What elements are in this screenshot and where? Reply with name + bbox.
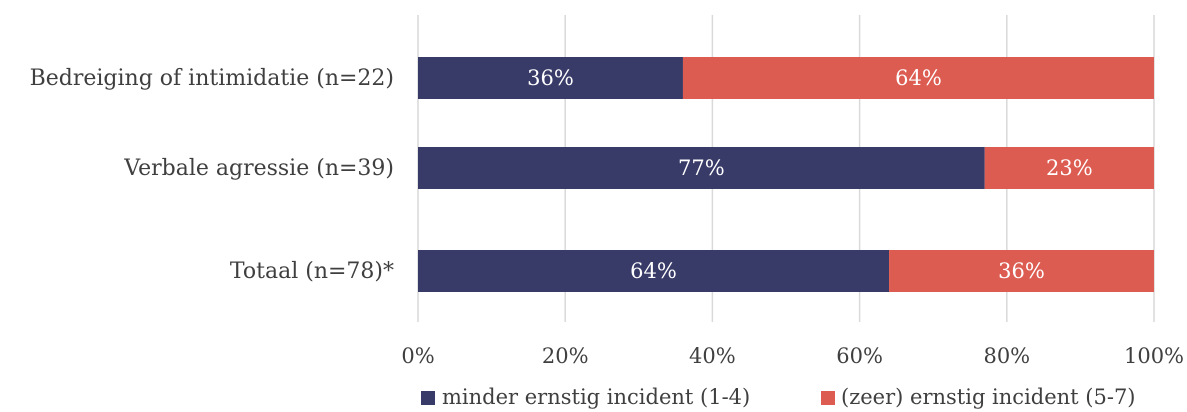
bar-segment	[418, 147, 985, 189]
category-label: Verbale agressie (n=39)	[123, 156, 394, 181]
bar-segment	[418, 57, 683, 99]
legend-label: minder ernstig incident (1-4)	[442, 385, 750, 409]
data-label: 36%	[527, 66, 574, 90]
bars: 36% 64% 77% 23% 64% 36%	[418, 57, 1154, 292]
category-labels: Bedreiging of intimidatie (n=22) Verbale …	[30, 66, 394, 284]
x-tick-labels: 0% 20% 40% 60% 80% 100%	[401, 344, 1184, 368]
bar-segment	[984, 147, 1154, 189]
legend-swatch	[821, 391, 835, 405]
bar-segment	[889, 250, 1154, 292]
legend: minder ernstig incident (1-4) (zeer) erns…	[421, 385, 1136, 409]
x-tick-label: 0%	[401, 344, 434, 368]
x-tick-label: 40%	[689, 344, 736, 368]
data-label: 64%	[895, 66, 942, 90]
category-label: Totaal (n=78)*	[230, 259, 394, 284]
x-tick-label: 20%	[542, 344, 589, 368]
legend-label: (zeer) ernstig incident (5-7)	[841, 385, 1136, 409]
category-label: Bedreiging of intimidatie (n=22)	[30, 66, 394, 91]
legend-swatch	[421, 391, 435, 405]
data-label: 23%	[1046, 156, 1093, 180]
x-tick-label: 60%	[836, 344, 883, 368]
data-label: 64%	[630, 259, 677, 283]
x-tick-label: 100%	[1124, 344, 1184, 368]
bar-segment	[418, 250, 890, 292]
data-label: 77%	[678, 156, 725, 180]
bar-segment	[682, 57, 1154, 99]
data-label: 36%	[998, 259, 1045, 283]
x-tick-label: 80%	[983, 344, 1030, 368]
